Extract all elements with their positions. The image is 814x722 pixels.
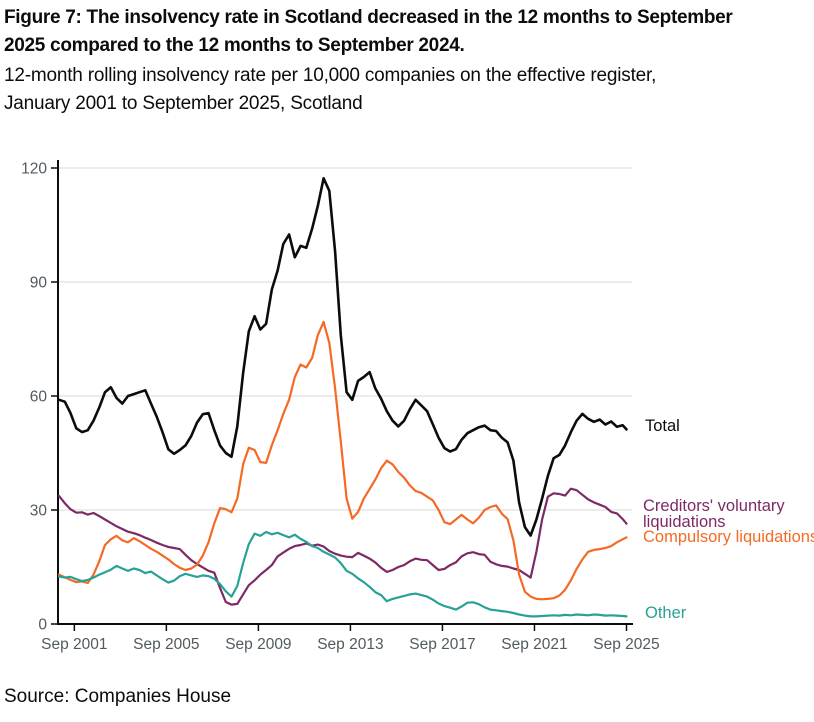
y-tick-label-30: 30	[30, 503, 48, 520]
series-label-other: Other	[645, 604, 687, 622]
y-tick-label-0: 0	[38, 617, 47, 634]
y-tick-label-90: 90	[30, 275, 48, 292]
y-tick-label-120: 120	[21, 161, 47, 178]
x-tick-label-4: Sep 2017	[409, 636, 475, 653]
line-other	[57, 530, 628, 618]
x-tick-label-3: Sep 2013	[317, 636, 383, 653]
figure-title-line1: Figure 7: The insolvency rate in Scotlan…	[4, 7, 733, 28]
series-label-compulsory-liquidations: Compulsory liquidations	[643, 528, 814, 546]
line-compulsory-liquidations	[57, 320, 628, 601]
series-label-total: Total	[645, 417, 680, 435]
source-note: Source: Companies House	[4, 686, 232, 707]
figure-subtitle-line1: 12-month rolling insolvency rate per 10,…	[4, 65, 657, 86]
x-tick-label-2: Sep 2009	[225, 636, 291, 653]
y-tick-label-60: 60	[30, 389, 48, 406]
x-tick-label-0: Sep 2001	[41, 636, 107, 653]
line-total	[57, 177, 628, 537]
line-creditors-voluntary-liquidations	[57, 487, 628, 606]
series-label-creditors-voluntary-liquidations: Creditors' voluntary liquidations	[643, 497, 785, 531]
figure-title-line2: 2025 compared to the 12 months to Septem…	[4, 35, 465, 56]
tick-marks	[51, 167, 628, 631]
series-lines	[57, 177, 628, 618]
gridlines	[58, 167, 632, 511]
figure-subtitle-line2: January 2001 to September 2025, Scotland	[4, 93, 363, 114]
x-tick-label-6: Sep 2025	[593, 636, 659, 653]
axis-labels: 0 30 60 90 120 Sep 2001 Sep 2005 Sep 2009 Sep 20…	[21, 161, 660, 654]
x-tick-label-1: Sep 2005	[133, 636, 199, 653]
axes	[57, 160, 633, 625]
x-tick-label-5: Sep 2021	[501, 636, 567, 653]
